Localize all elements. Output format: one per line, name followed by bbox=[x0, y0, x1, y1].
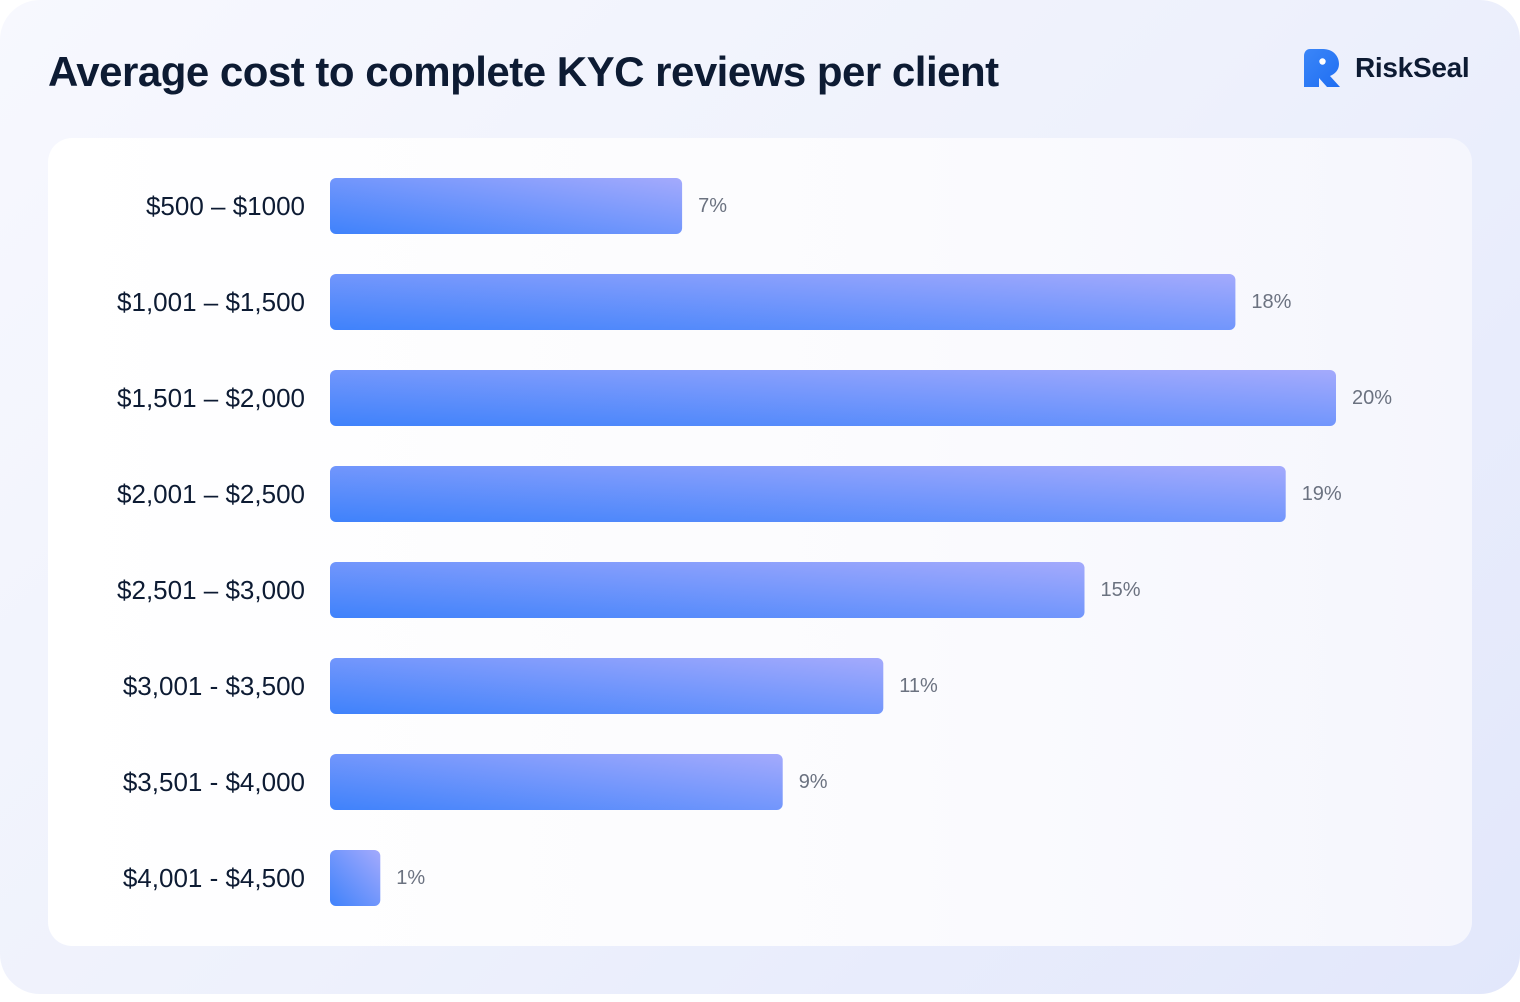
value-label: 18% bbox=[1251, 291, 1291, 313]
bar-row: $3,501 - $4,000 9% bbox=[123, 754, 828, 810]
bar bbox=[330, 466, 1286, 522]
bar bbox=[330, 850, 381, 906]
bar bbox=[330, 754, 783, 810]
value-label: 11% bbox=[899, 675, 938, 697]
bar-row: $1,001 – $1,500 18% bbox=[117, 274, 1292, 330]
bar-row: $4,001 - $4,500 1% bbox=[123, 850, 425, 906]
value-label: 20% bbox=[1352, 387, 1392, 409]
bar-row: $2,001 – $2,500 19% bbox=[117, 466, 1342, 522]
category-label: $2,501 – $3,000 bbox=[117, 575, 305, 605]
value-label: 19% bbox=[1302, 483, 1342, 505]
value-label: 9% bbox=[799, 771, 828, 793]
brand-name: RiskSeal bbox=[1355, 52, 1470, 83]
brand-logo: RiskSeal bbox=[1302, 47, 1470, 89]
value-label: 7% bbox=[698, 195, 727, 217]
value-label: 15% bbox=[1101, 579, 1141, 601]
bar bbox=[330, 658, 884, 714]
bar-row: $1,501 – $2,000 20% bbox=[117, 370, 1392, 426]
chart-card: $500 – $1000 7% $1,001 – $1,500 18% $1,501 –… bbox=[48, 138, 1472, 946]
category-label: $500 – $1000 bbox=[146, 191, 305, 221]
bar bbox=[330, 274, 1236, 330]
bar-chart: $500 – $1000 7% $1,001 – $1,500 18% $1,501 –… bbox=[117, 178, 1392, 906]
bar-row: $2,501 – $3,000 15% bbox=[117, 562, 1141, 618]
category-label: $4,001 - $4,500 bbox=[123, 863, 305, 893]
category-label: $1,501 – $2,000 bbox=[117, 383, 305, 413]
bar bbox=[330, 178, 683, 234]
category-label: $3,501 - $4,000 bbox=[123, 767, 305, 797]
bar bbox=[330, 562, 1085, 618]
chart-title: Average cost to complete KYC reviews per… bbox=[48, 48, 999, 95]
category-label: $1,001 – $1,500 bbox=[117, 287, 305, 317]
bar-series: $500 – $1000 7% $1,001 – $1,500 18% $1,501 –… bbox=[117, 178, 1392, 906]
value-label: 1% bbox=[396, 867, 425, 889]
bar-row: $3,001 - $3,500 11% bbox=[123, 658, 938, 714]
category-label: $3,001 - $3,500 bbox=[123, 671, 305, 701]
seal-logo-icon bbox=[1304, 49, 1340, 87]
bar-row: $500 – $1000 7% bbox=[146, 178, 727, 234]
bar bbox=[330, 370, 1336, 426]
category-label: $2,001 – $2,500 bbox=[117, 479, 305, 509]
